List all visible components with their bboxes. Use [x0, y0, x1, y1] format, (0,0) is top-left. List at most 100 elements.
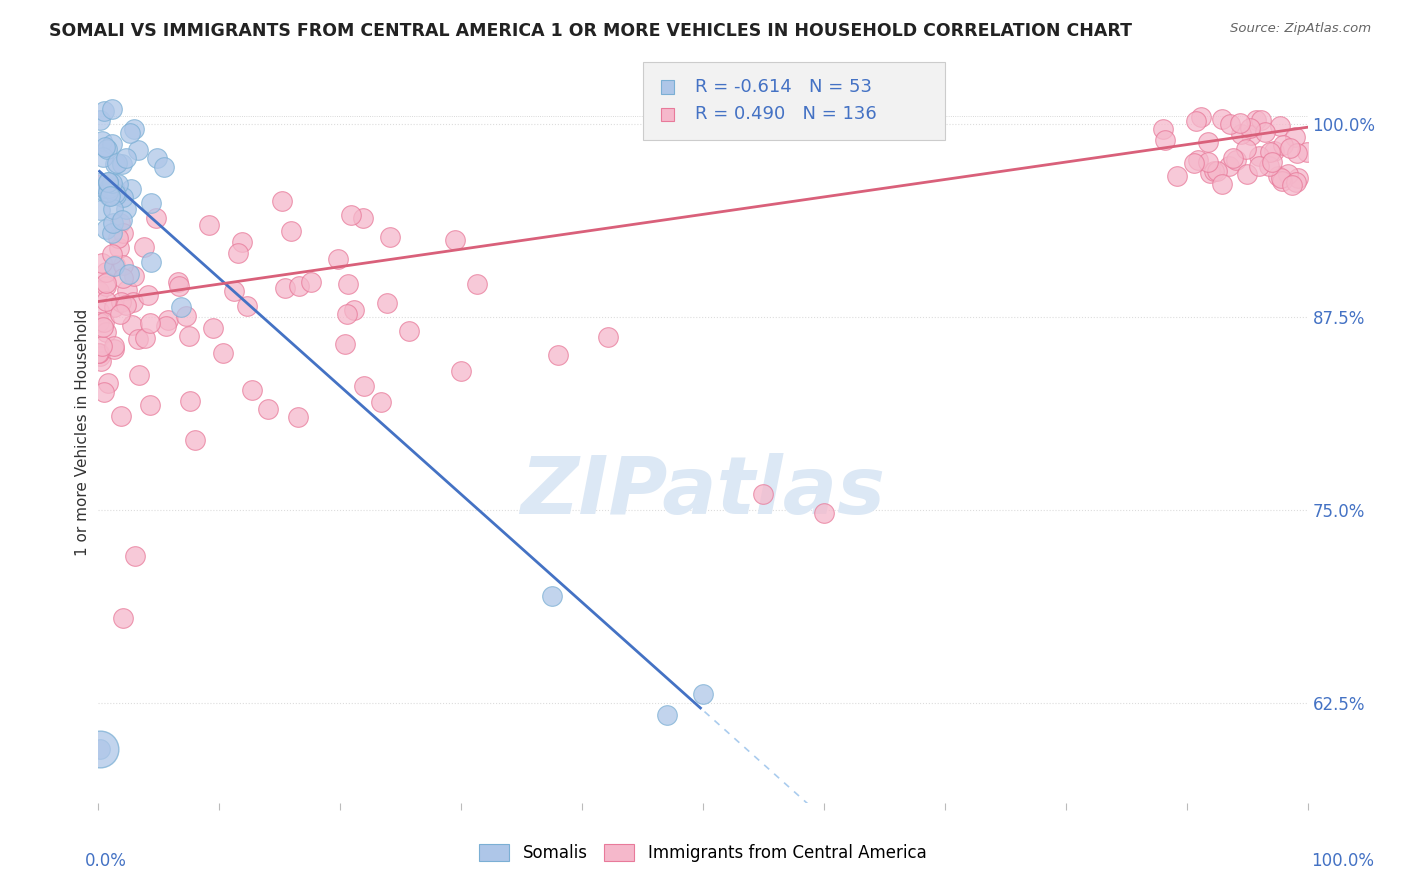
Point — [1286, 146, 1309, 161]
Point — [1284, 129, 1306, 144]
Point — [107, 231, 129, 245]
Point — [152, 160, 174, 174]
Point — [91, 339, 114, 353]
Point — [170, 300, 193, 314]
Point — [1197, 154, 1219, 169]
Point — [280, 224, 302, 238]
Point — [1199, 165, 1222, 179]
Point — [87, 346, 110, 360]
Point — [167, 278, 190, 293]
Point — [111, 226, 134, 240]
Point — [111, 213, 134, 227]
Point — [103, 300, 125, 314]
Point — [115, 298, 138, 312]
Point — [136, 287, 159, 301]
Point — [103, 186, 125, 201]
Point — [1222, 152, 1244, 166]
Point — [103, 339, 125, 353]
FancyBboxPatch shape — [661, 80, 673, 94]
Point — [101, 102, 124, 116]
Point — [465, 277, 488, 291]
Point — [107, 177, 129, 191]
Point — [443, 233, 465, 247]
Point — [122, 295, 145, 310]
Point — [1261, 155, 1284, 169]
Point — [100, 176, 122, 190]
Point — [328, 252, 350, 267]
Point — [813, 506, 835, 520]
Point — [104, 258, 127, 272]
Point — [145, 151, 167, 165]
Point — [94, 186, 117, 200]
Point — [87, 178, 110, 192]
Point — [90, 353, 112, 368]
Point — [1296, 145, 1319, 160]
Point — [111, 271, 134, 285]
Point — [89, 349, 111, 363]
Point — [1218, 159, 1240, 173]
Point — [1229, 116, 1251, 130]
Point — [1239, 128, 1261, 143]
Point — [87, 284, 110, 298]
Point — [93, 150, 115, 164]
Point — [128, 368, 150, 383]
Point — [87, 315, 110, 329]
Point — [655, 708, 678, 723]
Point — [1166, 169, 1188, 184]
Point — [450, 364, 472, 378]
Point — [97, 175, 120, 189]
Point — [94, 265, 117, 279]
Point — [184, 434, 207, 448]
Point — [93, 315, 115, 329]
Point — [157, 313, 180, 327]
Point — [103, 342, 125, 356]
Point — [108, 216, 131, 230]
Point — [288, 279, 311, 293]
Point — [370, 395, 392, 409]
Point — [139, 317, 162, 331]
Point — [240, 383, 263, 397]
Point — [115, 151, 138, 165]
Point — [96, 276, 118, 290]
Point — [333, 337, 356, 351]
Legend: Somalis, Immigrants from Central America: Somalis, Immigrants from Central America — [472, 837, 934, 869]
Point — [94, 278, 117, 293]
Point — [139, 255, 162, 269]
Point — [236, 299, 259, 313]
Point — [1271, 174, 1294, 188]
Point — [274, 281, 297, 295]
Point — [198, 218, 221, 232]
Point — [340, 208, 363, 222]
Point — [1258, 145, 1281, 160]
Point — [101, 136, 124, 151]
Point — [398, 324, 420, 338]
Point — [179, 394, 201, 409]
Point — [90, 135, 112, 149]
Point — [120, 126, 142, 140]
Point — [1285, 175, 1308, 189]
Point — [115, 202, 138, 216]
Point — [104, 157, 127, 171]
Point — [1236, 167, 1258, 181]
Point — [1286, 171, 1309, 186]
Point — [1246, 112, 1268, 127]
Point — [752, 487, 775, 501]
Point — [89, 345, 111, 359]
Point — [121, 318, 143, 332]
Point — [1189, 110, 1212, 124]
Point — [1205, 164, 1227, 178]
Point — [598, 330, 620, 344]
Point — [1250, 113, 1272, 128]
Point — [97, 175, 120, 189]
Point — [127, 143, 149, 157]
Point — [96, 293, 118, 308]
Text: 0.0%: 0.0% — [84, 852, 127, 870]
Point — [103, 259, 125, 273]
Point — [1225, 153, 1247, 168]
Text: Source: ZipAtlas.com: Source: ZipAtlas.com — [1230, 22, 1371, 36]
Point — [94, 221, 117, 235]
Point — [120, 182, 142, 196]
Point — [226, 245, 249, 260]
Point — [166, 275, 188, 289]
Point — [1279, 141, 1302, 155]
